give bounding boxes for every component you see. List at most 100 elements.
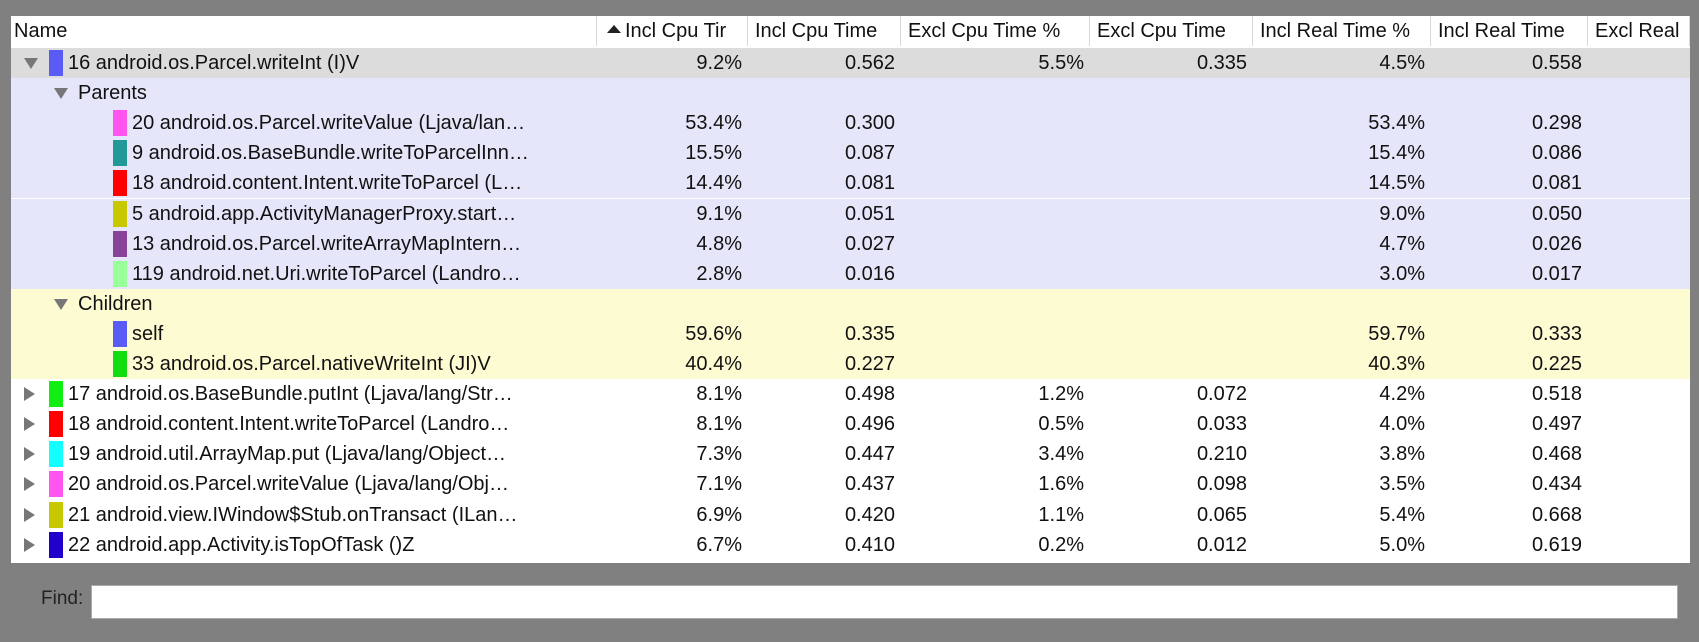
expand-toggle[interactable] [24, 387, 35, 402]
table-row[interactable]: 20 android.os.Parcel.writeValue (Ljava/l… [11, 108, 1690, 139]
color-swatch [113, 230, 127, 257]
collapse-toggle[interactable] [24, 58, 38, 69]
table-row[interactable]: 16 android.os.Parcel.writeInt (I)V 9.2% 0.… [11, 48, 1690, 78]
table-row[interactable]: 21 android.view.IWindow$Stub.onTransact … [11, 499, 1690, 530]
table-row[interactable]: 17 android.os.BaseBundle.putInt (Ljava/l… [11, 379, 1690, 410]
cell-value: 0.437 [844, 473, 895, 496]
cell-value: 0.050 [1531, 202, 1582, 225]
cell-value: 5.4% [1379, 503, 1425, 526]
group-label: Children [78, 292, 153, 315]
cell-value: 3.8% [1379, 443, 1425, 466]
method-name: 5 android.app.ActivityManagerProxy.start… [132, 202, 517, 225]
cell-value: 0.335 [1196, 52, 1247, 74]
table-row[interactable]: self 59.6% 0.335 59.7% 0.333 [11, 318, 1690, 349]
table-row[interactable]: 19 android.util.ArrayMap.put (Ljava/lang… [11, 439, 1690, 470]
method-name: 21 android.view.IWindow$Stub.onTransact … [68, 503, 518, 526]
cell-value: 0.333 [1531, 322, 1582, 345]
method-name: 20 android.os.Parcel.writeValue (Ljava/l… [132, 112, 526, 135]
cell-value: 0.098 [1196, 473, 1247, 496]
table-row[interactable]: 9 android.os.BaseBundle.writeToParcelInn… [11, 138, 1690, 169]
table-row[interactable]: 5 android.app.ActivityManagerProxy.start… [11, 198, 1690, 229]
call-tree-table: Name Incl Cpu Tir Incl Cpu Time Excl Cpu Ti… [11, 16, 1690, 563]
find-input[interactable] [91, 585, 1678, 619]
cell-value: 0.410 [844, 533, 895, 556]
cell-value: 0.300 [844, 112, 895, 135]
cell-value: 8.1% [696, 383, 742, 406]
color-swatch [49, 501, 63, 528]
expand-toggle[interactable] [24, 447, 35, 462]
cell-value: 0.225 [1531, 353, 1582, 375]
cell-value: 15.5% [685, 142, 742, 165]
cell-value: 2.8% [696, 262, 742, 285]
cell-value: 0.026 [1531, 232, 1582, 255]
column-header[interactable]: Incl Real Time [1431, 16, 1588, 46]
method-name: 17 android.os.BaseBundle.putInt (Ljava/l… [68, 383, 513, 406]
column-header[interactable]: Excl Cpu Time % [901, 16, 1090, 46]
cell-value: 5.5% [1038, 52, 1084, 74]
column-header[interactable]: Incl Cpu Time [748, 16, 901, 46]
cell-value: 0.335 [844, 322, 895, 345]
cell-value: 1.2% [1038, 383, 1084, 406]
cell-value: 0.562 [844, 52, 895, 74]
method-name: 13 android.os.Parcel.writeArrayMapIntern… [132, 232, 522, 255]
table-row[interactable]: 18 android.content.Intent.writeToParcel … [11, 409, 1690, 440]
method-name: 20 android.os.Parcel.writeValue (Ljava/l… [68, 473, 509, 496]
cell-value: 1.6% [1038, 473, 1084, 496]
method-name: 16 android.os.Parcel.writeInt (I)V [68, 52, 360, 74]
expand-toggle[interactable] [24, 507, 35, 522]
cell-value: 0.087 [844, 142, 895, 165]
color-swatch [49, 381, 63, 408]
method-name: 22 android.app.Activity.isTopOfTask ()Z [68, 533, 415, 556]
expand-toggle[interactable] [24, 417, 35, 432]
cell-value: 0.434 [1531, 473, 1582, 496]
collapse-toggle[interactable] [54, 298, 68, 310]
cell-value: 0.081 [1531, 172, 1582, 195]
column-header[interactable]: Name [11, 16, 597, 46]
expand-toggle[interactable] [24, 537, 35, 552]
group-row[interactable]: Parents [11, 78, 1690, 109]
collapse-toggle[interactable] [54, 88, 68, 100]
table-row[interactable]: 13 android.os.Parcel.writeArrayMapIntern… [11, 228, 1690, 259]
color-swatch [113, 351, 127, 377]
table-row[interactable]: 18 android.content.Intent.writeToParcel … [11, 168, 1690, 199]
column-header[interactable]: Excl Cpu Time [1090, 16, 1253, 46]
method-name: 18 android.content.Intent.writeToParcel … [132, 172, 523, 195]
table-row[interactable]: 20 android.os.Parcel.writeValue (Ljava/l… [11, 469, 1690, 500]
expand-toggle[interactable] [24, 477, 35, 492]
method-name: self [132, 322, 164, 345]
cell-value: 14.4% [685, 172, 742, 195]
cell-value: 0.012 [1196, 533, 1247, 556]
column-header[interactable]: Incl Cpu Tir [597, 16, 748, 46]
table-row[interactable]: 33 android.os.Parcel.nativeWriteInt (JI)… [11, 349, 1690, 379]
method-name: 119 android.net.Uri.writeToParcel (Landr… [132, 262, 521, 285]
column-header[interactable]: Excl Real [1588, 16, 1690, 46]
cell-value: 53.4% [685, 112, 742, 135]
cell-value: 0.210 [1196, 443, 1247, 466]
cell-value: 0.065 [1196, 503, 1247, 526]
cell-value: 4.5% [1379, 52, 1425, 74]
cell-value: 4.0% [1379, 413, 1425, 436]
cell-value: 0.081 [844, 172, 895, 195]
group-row[interactable]: Children [11, 288, 1690, 319]
table-row[interactable]: 22 android.app.Activity.isTopOfTask ()Z 6… [11, 529, 1690, 560]
method-name: 19 android.util.ArrayMap.put (Ljava/lang… [68, 443, 507, 466]
color-swatch [113, 260, 127, 287]
cell-value: 0.668 [1531, 503, 1582, 526]
color-swatch [113, 140, 127, 167]
cell-value: 0.5% [1038, 413, 1084, 436]
cell-value: 7.3% [696, 443, 742, 466]
color-swatch [113, 200, 127, 227]
cell-value: 4.2% [1379, 383, 1425, 406]
table-row[interactable]: 119 android.net.Uri.writeToParcel (Landr… [11, 258, 1690, 289]
cell-value: 53.4% [1368, 112, 1425, 135]
cell-value: 0.498 [844, 383, 895, 406]
cell-value: 40.3% [1368, 353, 1425, 375]
cell-value: 0.227 [844, 353, 895, 375]
cell-value: 15.4% [1368, 142, 1425, 165]
cell-value: 3.5% [1379, 473, 1425, 496]
column-header[interactable]: Incl Real Time % [1253, 16, 1431, 46]
cell-value: 0.017 [1531, 262, 1582, 285]
cell-value: 0.2% [1038, 533, 1084, 556]
cell-value: 0.468 [1531, 443, 1582, 466]
